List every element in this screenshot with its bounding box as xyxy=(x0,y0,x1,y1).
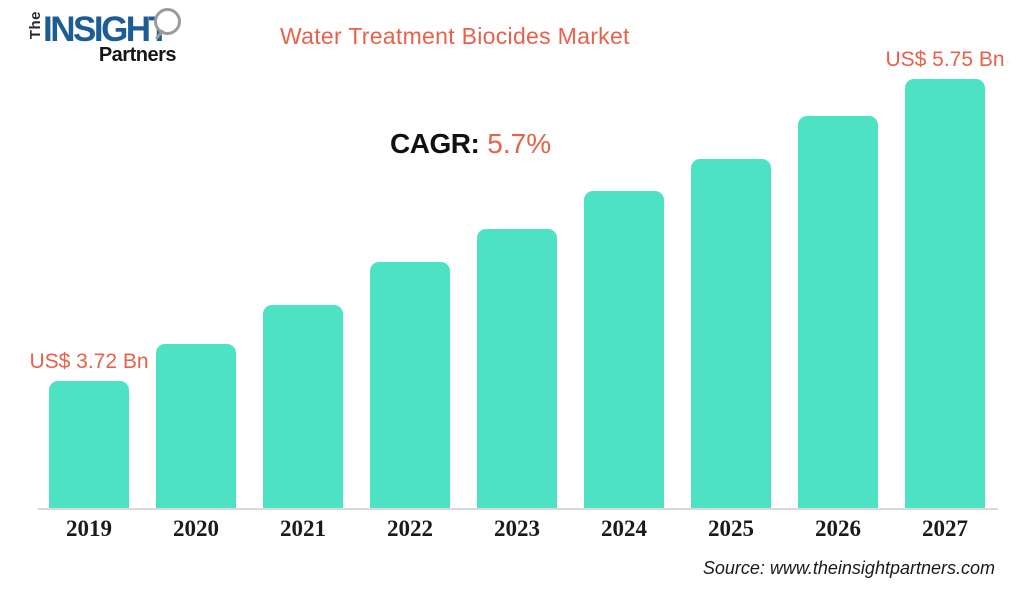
logo-insight-text: INSIGHT xyxy=(43,10,170,49)
bar-group-2023 xyxy=(477,229,557,508)
bar-value-label-2019: US$ 3.72 Bn xyxy=(29,350,149,373)
bar-2027 xyxy=(905,79,985,508)
bar-2024 xyxy=(584,191,664,508)
x-axis-label-2025: 2025 xyxy=(708,516,754,541)
page-title: Water Treatment Biocides Market xyxy=(280,23,630,49)
logo-partners-text: Partners xyxy=(98,44,177,66)
x-axis-label-2020: 2020 xyxy=(173,516,219,541)
x-axis-label-2026: 2026 xyxy=(815,516,861,541)
magnifier-icon xyxy=(154,8,181,40)
source-text: Source: www.theinsightpartners.com xyxy=(702,558,995,578)
bar-group-2019: US$ 3.72 Bn xyxy=(29,350,149,508)
x-axis-label-2023: 2023 xyxy=(494,516,540,541)
logo: The INSIGHT Partners xyxy=(27,6,188,67)
year-labels: 2019 2020 2021 2022 2023 2024 2025 2026 2027 xyxy=(38,516,998,542)
bar-2021 xyxy=(263,305,343,508)
x-axis-label-2022: 2022 xyxy=(387,516,433,541)
bar-group-2020 xyxy=(156,344,236,508)
x-axis-label-2027: 2027 xyxy=(922,516,968,541)
bar-group-2021 xyxy=(263,305,343,508)
bar-2025 xyxy=(691,159,771,508)
bar-group-2022 xyxy=(370,262,450,508)
bar-2023 xyxy=(477,229,557,508)
bar-2020 xyxy=(156,344,236,508)
bar-group-2025 xyxy=(691,159,771,508)
bar-group-2027: US$ 5.75 Bn xyxy=(885,48,1005,508)
bar-group-2026 xyxy=(798,116,878,508)
logo-row: The INSIGHT xyxy=(27,6,188,49)
cagr-line: CAGR: 5.7% xyxy=(390,128,551,160)
bar-2022 xyxy=(370,262,450,508)
bars: US$ 3.72 Bn US$ 5.75 Bn xyxy=(29,48,1005,508)
x-axis-label-2021: 2021 xyxy=(280,516,326,541)
x-axis-label-2024: 2024 xyxy=(601,516,647,541)
cagr-value: 5.7% xyxy=(487,128,552,159)
logo-the-text: The xyxy=(27,11,44,40)
cagr-label: CAGR: xyxy=(390,128,480,159)
bar-2026 xyxy=(798,116,878,508)
bar-chart: US$ 3.72 Bn US$ 5.75 Bn 2019 2020 2021 2022 2… xyxy=(29,48,1005,591)
bar-value-label-2027: US$ 5.75 Bn xyxy=(885,48,1005,71)
x-axis-label-2019: 2019 xyxy=(66,516,112,541)
bar-2019 xyxy=(49,381,129,508)
bar-group-2024 xyxy=(584,191,664,508)
x-axis-line xyxy=(38,508,998,510)
